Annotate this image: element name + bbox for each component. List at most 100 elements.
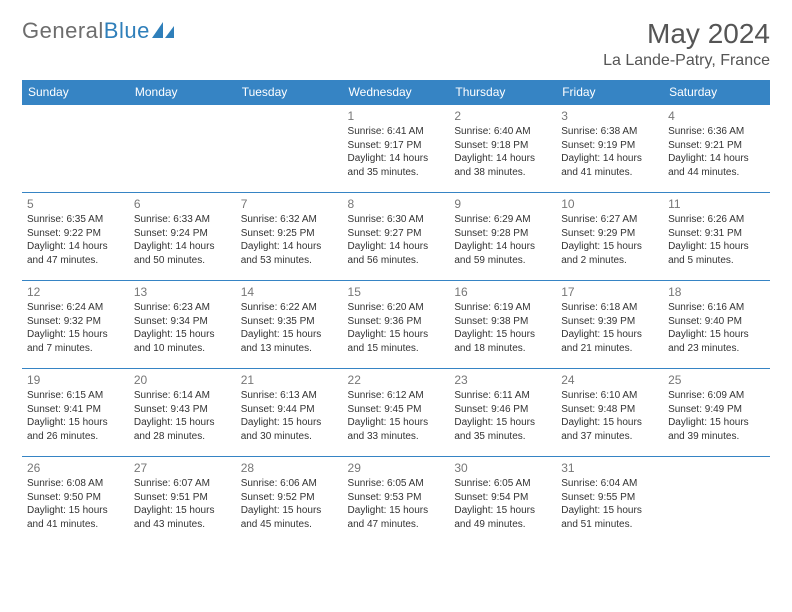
calendar-cell: 26Sunrise: 6:08 AMSunset: 9:50 PMDayligh… [22,457,129,545]
page-title: May 2024 [603,18,770,50]
calendar-cell: 2Sunrise: 6:40 AMSunset: 9:18 PMDaylight… [449,105,556,193]
day-info: Sunrise: 6:13 AMSunset: 9:44 PMDaylight:… [241,389,338,443]
day-info: Sunrise: 6:36 AMSunset: 9:21 PMDaylight:… [668,125,765,179]
day-number: 27 [134,461,231,475]
day-header: Friday [556,80,663,105]
calendar-cell: 24Sunrise: 6:10 AMSunset: 9:48 PMDayligh… [556,369,663,457]
brand-part1: General [22,18,104,44]
calendar-week-row: 12 Sunrise: 6:24 AMSunset: 9:32 PMDayligh… [22,281,770,369]
calendar-cell: 1Sunrise: 6:41 AMSunset: 9:17 PMDaylight… [343,105,450,193]
calendar-week-row: 5 Sunrise: 6:35 AMSunset: 9:22 PMDaylight… [22,193,770,281]
day-number: 25 [668,373,765,387]
day-info: Sunrise: 6:06 AMSunset: 9:52 PMDaylight:… [241,477,338,531]
day-info: Sunrise: 6:26 AMSunset: 9:31 PMDaylight:… [668,213,765,267]
sail-icon [152,22,174,38]
day-info: Sunrise: 6:04 AMSunset: 9:55 PMDaylight:… [561,477,658,531]
calendar-cell: 23 Sunrise: 6:11 AMSunset: 9:46 PMDayligh… [449,369,556,457]
calendar-cell: 31 Sunrise: 6:04 AMSunset: 9:55 PMDayligh… [556,457,663,545]
day-header-row: SundayMondayTuesdayWednesdayThursdayFrid… [22,80,770,105]
day-number: 18 [668,285,765,299]
day-info: Sunrise: 6:38 AMSunset: 9:19 PMDaylight:… [561,125,658,179]
day-info: Sunrise: 6:18 AMSunset: 9:39 PMDaylight:… [561,301,658,355]
day-number: 5 [27,197,124,211]
day-info: Sunrise: 6:05 AMSunset: 9:53 PMDaylight:… [348,477,445,531]
calendar-head: SundayMondayTuesdayWednesdayThursdayFrid… [22,80,770,105]
calendar-cell: 5 Sunrise: 6:35 AMSunset: 9:22 PMDaylight… [22,193,129,281]
calendar-cell [129,105,236,193]
day-info: Sunrise: 6:11 AMSunset: 9:46 PMDaylight:… [454,389,551,443]
day-number: 23 [454,373,551,387]
calendar-cell: 11 Sunrise: 6:26 AMSunset: 9:31 PMDayligh… [663,193,770,281]
calendar-cell: 7Sunrise: 6:32 AMSunset: 9:25 PMDaylight… [236,193,343,281]
day-header: Wednesday [343,80,450,105]
day-number: 29 [348,461,445,475]
page-header: GeneralBlue May 2024 La Lande-Patry, Fra… [22,18,770,70]
calendar-cell: 14Sunrise: 6:22 AMSunset: 9:35 PMDayligh… [236,281,343,369]
day-number: 3 [561,109,658,123]
day-number: 7 [241,197,338,211]
day-header: Monday [129,80,236,105]
day-number: 11 [668,197,765,211]
day-info: Sunrise: 6:40 AMSunset: 9:18 PMDaylight:… [454,125,551,179]
calendar-cell [22,105,129,193]
day-number: 21 [241,373,338,387]
day-number: 28 [241,461,338,475]
calendar-week-row: 26Sunrise: 6:08 AMSunset: 9:50 PMDayligh… [22,457,770,545]
brand-logo: GeneralBlue [22,18,174,44]
day-number: 6 [134,197,231,211]
day-info: Sunrise: 6:05 AMSunset: 9:54 PMDaylight:… [454,477,551,531]
calendar-body: 1Sunrise: 6:41 AMSunset: 9:17 PMDaylight… [22,105,770,545]
day-info: Sunrise: 6:12 AMSunset: 9:45 PMDaylight:… [348,389,445,443]
brand-part2: Blue [104,18,150,44]
calendar-cell: 21 Sunrise: 6:13 AMSunset: 9:44 PMDayligh… [236,369,343,457]
day-number: 9 [454,197,551,211]
day-info: Sunrise: 6:16 AMSunset: 9:40 PMDaylight:… [668,301,765,355]
day-info: Sunrise: 6:30 AMSunset: 9:27 PMDaylight:… [348,213,445,267]
day-number: 12 [27,285,124,299]
day-info: Sunrise: 6:24 AMSunset: 9:32 PMDaylight:… [27,301,124,355]
day-number: 24 [561,373,658,387]
day-number: 31 [561,461,658,475]
calendar-table: SundayMondayTuesdayWednesdayThursdayFrid… [22,80,770,545]
calendar-cell [663,457,770,545]
calendar-cell: 20 Sunrise: 6:14 AMSunset: 9:43 PMDayligh… [129,369,236,457]
calendar-cell: 10 Sunrise: 6:27 AMSunset: 9:29 PMDayligh… [556,193,663,281]
day-number: 20 [134,373,231,387]
calendar-cell: 30 Sunrise: 6:05 AMSunset: 9:54 PMDayligh… [449,457,556,545]
day-number: 22 [348,373,445,387]
calendar-cell: 12 Sunrise: 6:24 AMSunset: 9:32 PMDayligh… [22,281,129,369]
day-info: Sunrise: 6:14 AMSunset: 9:43 PMDaylight:… [134,389,231,443]
calendar-cell: 4 Sunrise: 6:36 AMSunset: 9:21 PMDaylight… [663,105,770,193]
calendar-cell: 22 Sunrise: 6:12 AMSunset: 9:45 PMDayligh… [343,369,450,457]
day-info: Sunrise: 6:09 AMSunset: 9:49 PMDaylight:… [668,389,765,443]
day-info: Sunrise: 6:29 AMSunset: 9:28 PMDaylight:… [454,213,551,267]
calendar-cell [236,105,343,193]
calendar-cell: 16Sunrise: 6:19 AMSunset: 9:38 PMDayligh… [449,281,556,369]
day-info: Sunrise: 6:07 AMSunset: 9:51 PMDaylight:… [134,477,231,531]
day-info: Sunrise: 6:20 AMSunset: 9:36 PMDaylight:… [348,301,445,355]
calendar-cell: 15 Sunrise: 6:20 AMSunset: 9:36 PMDayligh… [343,281,450,369]
calendar-week-row: 19 Sunrise: 6:15 AMSunset: 9:41 PMDayligh… [22,369,770,457]
calendar-page: GeneralBlue May 2024 La Lande-Patry, Fra… [0,0,792,545]
day-info: Sunrise: 6:27 AMSunset: 9:29 PMDaylight:… [561,213,658,267]
day-number: 19 [27,373,124,387]
day-number: 4 [668,109,765,123]
calendar-cell: 6 Sunrise: 6:33 AMSunset: 9:24 PMDaylight… [129,193,236,281]
day-info: Sunrise: 6:15 AMSunset: 9:41 PMDaylight:… [27,389,124,443]
day-number: 30 [454,461,551,475]
day-header: Tuesday [236,80,343,105]
day-info: Sunrise: 6:22 AMSunset: 9:35 PMDaylight:… [241,301,338,355]
day-info: Sunrise: 6:23 AMSunset: 9:34 PMDaylight:… [134,301,231,355]
title-block: May 2024 La Lande-Patry, France [603,18,770,70]
day-number: 8 [348,197,445,211]
day-header: Saturday [663,80,770,105]
day-number: 16 [454,285,551,299]
calendar-cell: 29 Sunrise: 6:05 AMSunset: 9:53 PMDayligh… [343,457,450,545]
day-number: 10 [561,197,658,211]
day-number: 15 [348,285,445,299]
day-info: Sunrise: 6:35 AMSunset: 9:22 PMDaylight:… [27,213,124,267]
day-info: Sunrise: 6:33 AMSunset: 9:24 PMDaylight:… [134,213,231,267]
calendar-cell: 8 Sunrise: 6:30 AMSunset: 9:27 PMDaylight… [343,193,450,281]
day-info: Sunrise: 6:08 AMSunset: 9:50 PMDaylight:… [27,477,124,531]
calendar-cell: 19 Sunrise: 6:15 AMSunset: 9:41 PMDayligh… [22,369,129,457]
